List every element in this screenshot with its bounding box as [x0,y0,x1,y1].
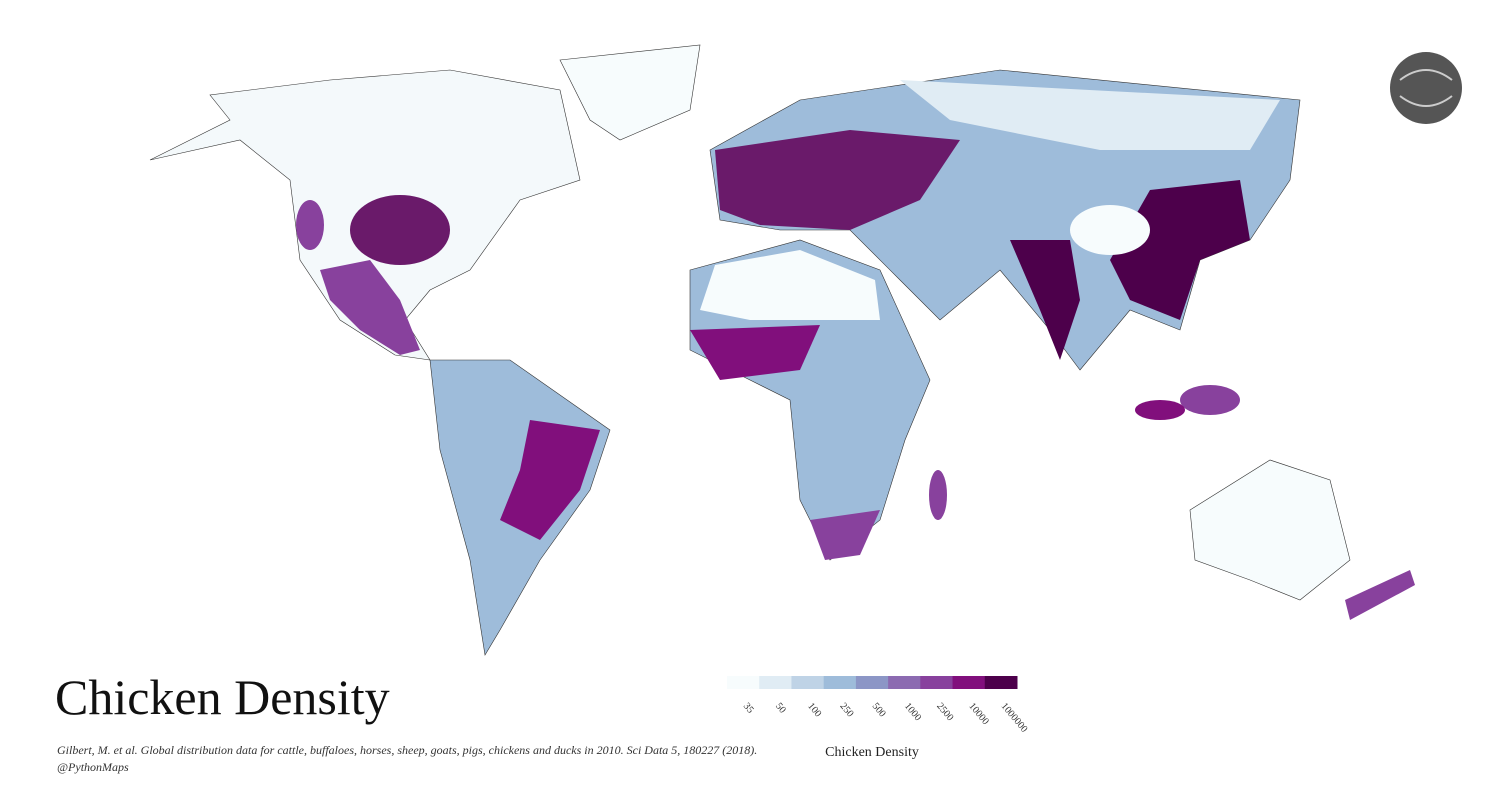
legend-swatch [984,676,1018,689]
region-light [1070,205,1150,255]
legend-tick-label: 250 [837,701,855,720]
region [810,510,880,560]
europe-dark [715,130,960,230]
new-zealand [1345,570,1415,620]
legend: Chicken Density 35 50 100 250 500 1000 2500 100… [727,676,1030,760]
legend-tick-label: 2500 [934,701,955,723]
islands [1135,400,1185,420]
legend-swatch [791,676,825,689]
citation-block: Gilbert, M. et al. Global distribution d… [57,742,757,776]
central-america [320,260,420,355]
region-dark [690,325,820,380]
legend-swatch [888,676,921,689]
legend-swatch [920,676,954,689]
legend-title: Chicken Density [825,745,919,760]
islands [1180,385,1240,415]
legend-tick-label: 500 [870,701,888,720]
greenland [559,44,701,141]
sahara [700,250,880,320]
region-dark [350,195,450,265]
title: Chicken Density [55,669,390,725]
legend-tick-label: 35 [741,701,756,716]
logo [1390,52,1462,124]
legend-tick-label: 1000 [902,701,923,723]
handle: @PythonMaps [57,760,129,774]
legend-swatch [759,676,792,689]
land [149,44,1415,656]
legend-swatch [727,676,760,689]
region [296,200,324,250]
legend-tick-label: 1000000 [999,701,1030,735]
legend-tick-label: 100 [805,701,823,720]
legend-swatch [952,676,986,689]
region-light [900,80,1280,150]
china-dark [1110,180,1250,320]
legend-tick-label: 10000 [966,701,990,727]
region-dark [500,420,600,540]
legend-swatch [855,676,889,689]
australia [1189,459,1351,601]
legend-swatch [823,676,857,689]
madagascar [929,470,947,520]
legend-tick-label: 50 [773,701,788,716]
india-dark [1010,240,1080,360]
citation: Gilbert, M. et al. Global distribution d… [57,743,758,757]
